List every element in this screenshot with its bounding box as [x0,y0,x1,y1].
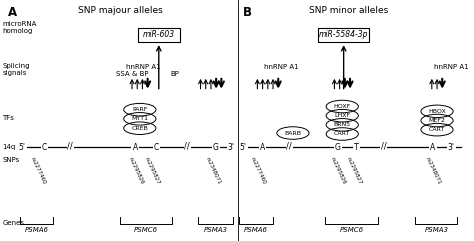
Text: Splicing: Splicing [2,63,30,69]
Text: 5': 5' [19,142,26,152]
Text: PSMA6: PSMA6 [25,227,48,233]
Text: BP: BP [171,71,180,76]
Text: PSMA6: PSMA6 [244,227,268,233]
Text: C: C [42,142,47,152]
Text: //: // [381,141,387,150]
FancyBboxPatch shape [318,28,370,42]
Text: G: G [213,142,219,152]
Text: BARB: BARB [284,131,301,135]
Text: homolog: homolog [2,28,33,34]
Text: PSMA3: PSMA3 [204,227,228,233]
Text: rs2277460: rs2277460 [249,157,266,186]
Text: rs2277460: rs2277460 [29,157,46,186]
Text: A: A [132,142,138,152]
Text: T: T [354,142,359,152]
Text: hnRNP A1: hnRNP A1 [264,65,299,70]
Text: rs2295827: rs2295827 [346,157,363,186]
Text: 5': 5' [240,142,246,152]
Text: C: C [154,142,159,152]
Text: SSA & BP: SSA & BP [116,71,149,76]
Text: MEF2: MEF2 [428,118,446,123]
Text: HBOX: HBOX [428,109,446,114]
Text: hnRNP A1: hnRNP A1 [126,65,160,70]
Text: 14q: 14q [2,144,16,150]
Text: A: A [430,142,436,152]
Text: PSMC6: PSMC6 [134,227,158,233]
Text: microRNA: microRNA [2,21,37,27]
Text: rs2295826: rs2295826 [329,157,346,186]
Text: PSMA3: PSMA3 [424,227,448,233]
Text: //: // [67,141,73,150]
Text: PARF: PARF [132,107,147,112]
Text: //: // [286,141,292,150]
Text: hnRNP A1: hnRNP A1 [434,65,468,70]
Text: rs2295827: rs2295827 [143,157,160,186]
Text: A: A [260,142,265,152]
Text: 3': 3' [228,142,235,152]
Text: A: A [8,6,17,19]
FancyBboxPatch shape [138,28,180,42]
Text: LHXF: LHXF [334,113,350,118]
Text: CART: CART [334,132,350,136]
Text: rs2348071: rs2348071 [205,157,222,186]
Text: PSMC6: PSMC6 [339,227,364,233]
Text: //: // [184,141,190,150]
Text: CREB: CREB [131,126,148,131]
Text: BRN5: BRN5 [334,122,351,127]
Text: miR-603: miR-603 [143,30,175,40]
Text: 3': 3' [448,142,455,152]
Text: Genes: Genes [2,220,24,226]
Text: SNP minor alleles: SNP minor alleles [309,6,388,15]
Text: B: B [243,6,252,19]
Text: miR-5584-3p: miR-5584-3p [319,30,368,40]
Text: rs2348071: rs2348071 [424,157,441,186]
Text: signals: signals [2,70,27,76]
Text: SNPs: SNPs [2,157,19,163]
Text: rs2295826: rs2295826 [127,157,144,186]
Text: SNP majour alleles: SNP majour alleles [79,6,163,15]
Text: G: G [335,142,341,152]
Text: HOXF: HOXF [334,104,351,109]
Text: MYT1: MYT1 [131,116,148,121]
Text: TFs: TFs [2,115,14,120]
Text: CART: CART [429,127,445,132]
